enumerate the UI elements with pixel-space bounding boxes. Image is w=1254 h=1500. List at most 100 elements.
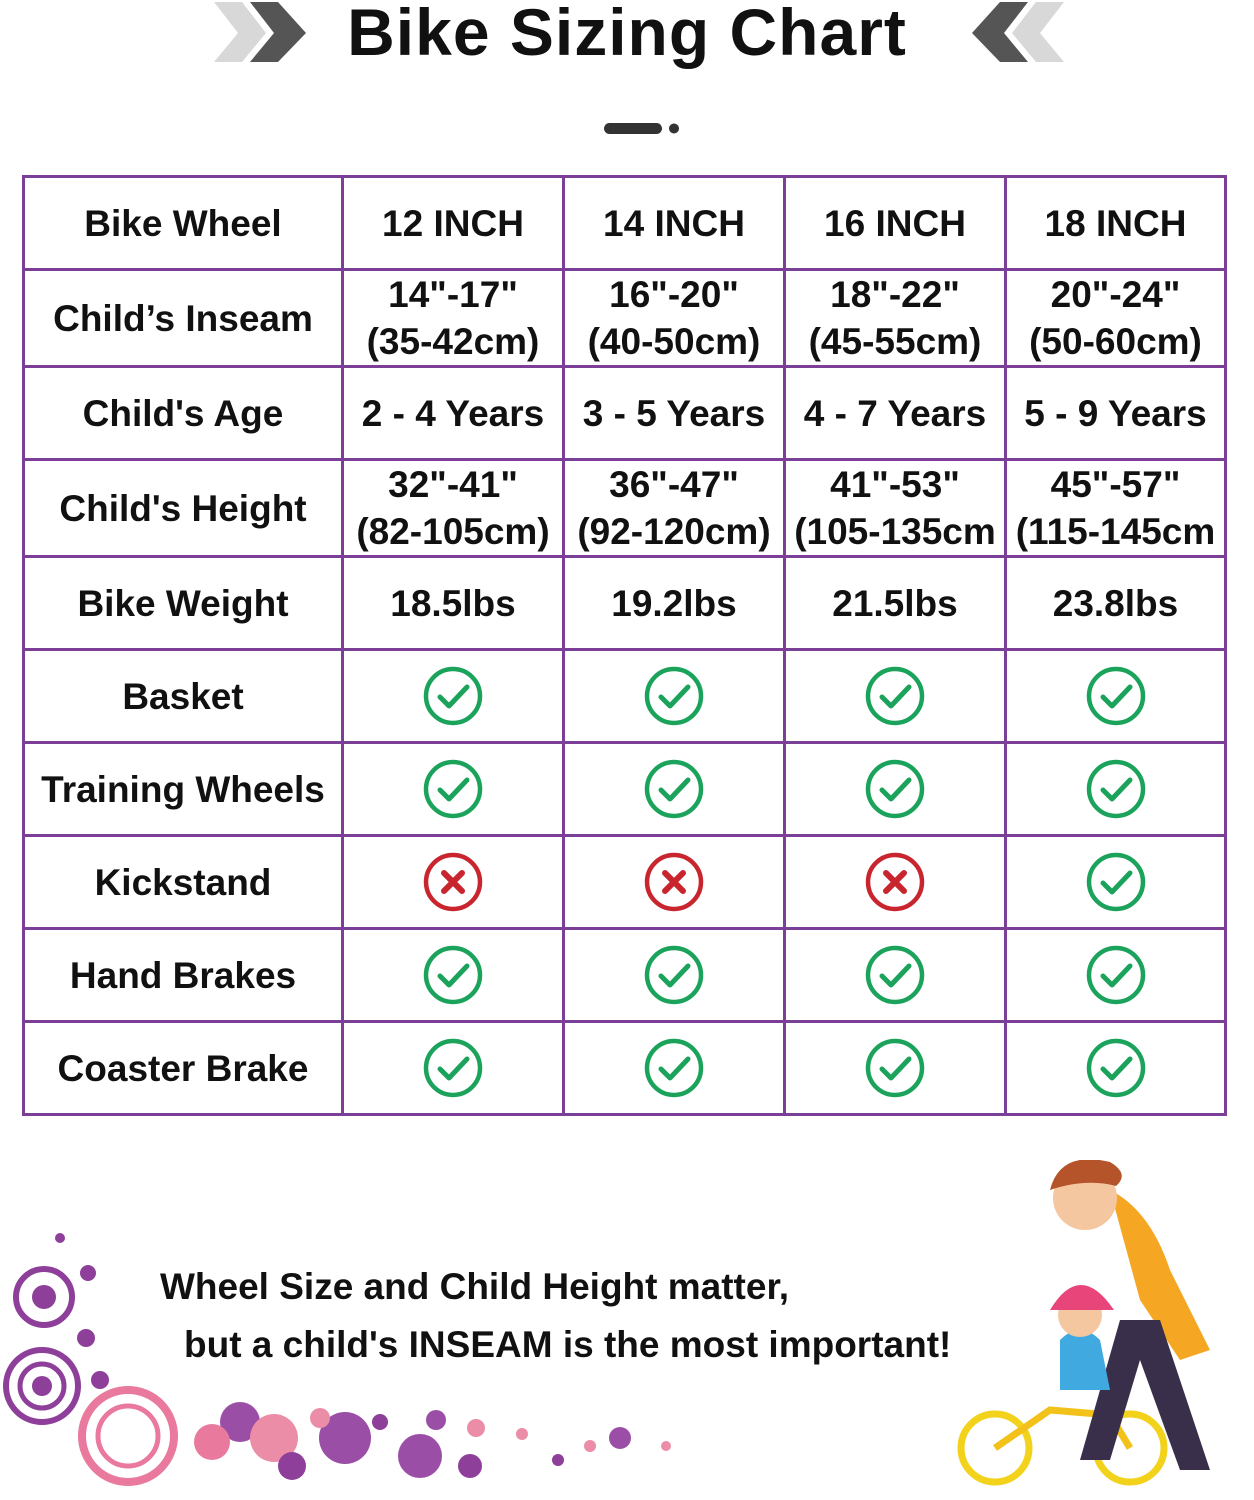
table-cell: 14"-17" (35-42cm) <box>341 268 565 368</box>
cell-line: 4 - 7 Years <box>803 392 987 434</box>
cell-line: 3 - 5 Years <box>582 392 766 434</box>
table-cell: 41"-53" (105-135cm <box>783 458 1007 558</box>
feature-cell <box>341 834 565 930</box>
table-header-row: Bike Wheel 12 INCH 14 INCH 16 INCH 18 INCH <box>22 175 1227 271</box>
feature-cell <box>1004 741 1227 837</box>
check-circle-icon <box>865 759 925 819</box>
row-label: Bike Weight <box>22 555 344 651</box>
feature-cell <box>562 648 786 744</box>
table-cell: 19.2lbs <box>562 555 786 651</box>
table-cell: 18"-22" (45-55cm) <box>783 268 1007 368</box>
table-cell: 23.8lbs <box>1004 555 1227 651</box>
table-row-child-s-inseam: Child’s Inseam 14"-17" (35-42cm) 16"-20" (40… <box>22 268 1227 368</box>
cell-line: 20"-24" <box>1050 274 1181 315</box>
check-circle-icon <box>1086 1038 1145 1098</box>
check-circle-icon <box>644 1038 704 1098</box>
check-circle-icon <box>423 945 483 1005</box>
check-circle-icon <box>423 759 483 819</box>
check-circle-icon <box>644 759 704 819</box>
row-label: Basket <box>22 648 344 744</box>
chevrons-left-icon <box>972 2 1064 62</box>
cell-line: 32"-41" <box>388 464 518 505</box>
table-row-hand-brakes: Hand Brakes <box>22 927 1227 1023</box>
decorative-illustration <box>3 1160 1210 1486</box>
table-row-training-wheels: Training Wheels <box>22 741 1227 837</box>
table-row-bike-weight: Bike Weight 18.5lbs 19.2lbs 21.5lbs 23.8lbs <box>22 555 1227 651</box>
row-label: Hand Brakes <box>22 927 344 1023</box>
cell-line: (82-105cm) <box>356 511 550 552</box>
cell-line: 41"-53" <box>830 464 960 505</box>
sizing-table: Bike Wheel 12 INCH 14 INCH 16 INCH 18 INCH Ch… <box>22 175 1227 1116</box>
table-cell: 45"-57" (115-145cm <box>1004 458 1227 558</box>
cell-line: 19.2lbs <box>611 582 737 624</box>
check-circle-icon <box>423 1038 483 1098</box>
column-header: 16 INCH <box>783 175 1007 271</box>
cell-line: (45-55cm) <box>808 321 982 362</box>
cross-circle-icon <box>865 852 925 912</box>
feature-cell <box>783 834 1007 930</box>
note-line-2: but a child's INSEAM is the most importa… <box>184 1324 952 1365</box>
feature-cell <box>783 741 1007 837</box>
title-divider <box>604 123 679 134</box>
feature-cell <box>341 927 565 1023</box>
inseam-note: Wheel Size and Child Height matter, but … <box>160 1258 951 1374</box>
feature-cell <box>1004 648 1227 744</box>
cell-line: (92-120cm) <box>577 511 771 552</box>
cell-line: 18"-22" <box>830 274 960 315</box>
table-row-kickstand: Kickstand <box>22 834 1227 930</box>
check-circle-icon <box>1086 666 1145 726</box>
cross-circle-icon <box>423 852 483 912</box>
cell-line: 45"-57" <box>1050 464 1181 505</box>
table-cell: 21.5lbs <box>783 555 1007 651</box>
feature-cell <box>341 1020 565 1116</box>
feature-cell <box>1004 834 1227 930</box>
table-cell: 16"-20" (40-50cm) <box>562 268 786 368</box>
decorative-bubbles <box>3 1233 671 1486</box>
note-line-1: Wheel Size and Child Height matter, <box>160 1266 790 1307</box>
cell-line: (115-145cm <box>1015 511 1216 552</box>
check-circle-icon <box>1086 945 1145 1005</box>
check-circle-icon <box>865 666 925 726</box>
table-row-child-s-height: Child's Height 32"-41" (82-105cm) 36"-47" (9… <box>22 458 1227 558</box>
feature-cell <box>1004 1020 1227 1116</box>
check-circle-icon <box>644 945 704 1005</box>
feature-cell <box>783 927 1007 1023</box>
feature-cell <box>562 741 786 837</box>
page-title: Bike Sizing Chart <box>347 0 907 69</box>
table-cell: 32"-41" (82-105cm) <box>341 458 565 558</box>
cell-line: (40-50cm) <box>587 321 761 362</box>
table-cell: 4 - 7 Years <box>783 365 1007 461</box>
table-cell: 2 - 4 Years <box>341 365 565 461</box>
cell-line: 21.5lbs <box>832 582 958 624</box>
row-label: Coaster Brake <box>22 1020 344 1116</box>
table-cell: 5 - 9 Years <box>1004 365 1227 461</box>
cross-circle-icon <box>644 852 704 912</box>
table-cell: 3 - 5 Years <box>562 365 786 461</box>
table-row-basket: Basket <box>22 648 1227 744</box>
feature-cell <box>783 1020 1007 1116</box>
column-header: 12 INCH <box>341 175 565 271</box>
cell-line: (50-60cm) <box>1029 321 1202 362</box>
feature-cell <box>783 648 1007 744</box>
cell-line: 14"-17" <box>388 274 518 315</box>
feature-cell <box>341 741 565 837</box>
parent-child-bike-illustration <box>957 1160 1210 1486</box>
table-cell: 36"-47" (92-120cm) <box>562 458 786 558</box>
cell-line: 36"-47" <box>609 464 739 505</box>
cell-line: 2 - 4 Years <box>361 392 545 434</box>
feature-cell <box>562 834 786 930</box>
check-circle-icon <box>865 945 925 1005</box>
chevrons-right-icon <box>214 2 306 62</box>
column-header: Bike Wheel <box>22 175 344 271</box>
column-header: 18 INCH <box>1004 175 1227 271</box>
cell-line: 16"-20" <box>609 274 739 315</box>
check-circle-icon <box>1086 759 1145 819</box>
feature-cell <box>562 927 786 1023</box>
row-label: Kickstand <box>22 834 344 930</box>
row-label: Training Wheels <box>22 741 344 837</box>
feature-cell <box>562 1020 786 1116</box>
cell-line: 23.8lbs <box>1052 582 1179 624</box>
row-label: Child's Age <box>22 365 344 461</box>
feature-cell <box>1004 927 1227 1023</box>
check-circle-icon <box>644 666 704 726</box>
